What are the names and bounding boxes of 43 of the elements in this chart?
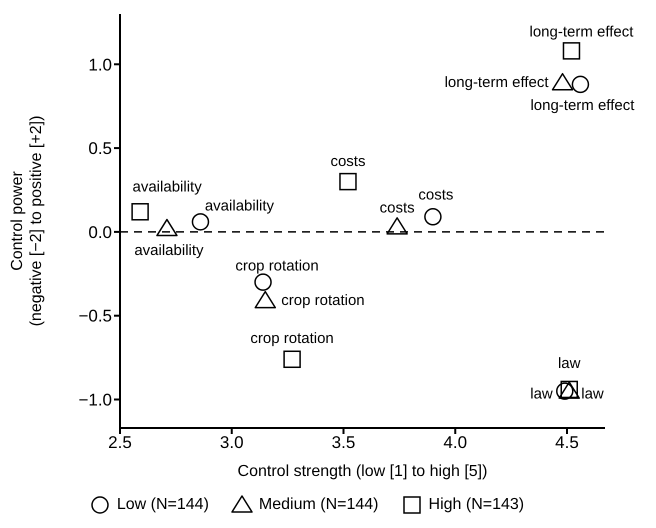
y-axis-title: Control power (negative [−2] to positive [+2]) [9, 116, 45, 326]
annotation: law [581, 386, 604, 403]
annotation: crop rotation [281, 292, 365, 310]
point [572, 76, 590, 94]
point [192, 213, 210, 231]
y-tick-label: 0.0 [88, 222, 112, 242]
annotation: long-term effect [530, 23, 634, 40]
legend-label: Low (N=144) [116, 496, 209, 514]
x-axis-title: Control strength (low [1] to high [5]) [238, 463, 488, 480]
annotation: costs [380, 199, 415, 216]
y-tick-label: 1.0 [88, 55, 112, 74]
legend-label: Medium (N=144) [258, 496, 379, 514]
annotation: long-term effect [530, 96, 636, 114]
point [552, 72, 574, 90]
annotation: costs [418, 186, 454, 204]
point [156, 218, 178, 236]
x-tick-label: 3.0 [220, 433, 244, 452]
point [556, 382, 574, 400]
point [131, 203, 149, 221]
x-tick-label: 4.0 [443, 433, 468, 452]
point [339, 172, 357, 190]
y-tick-label: 0.5 [88, 139, 112, 158]
annotation: crop rotation [235, 258, 319, 275]
point [283, 350, 301, 368]
annotation: costs [330, 153, 366, 170]
x-tick-label: 3.5 [332, 433, 356, 452]
y-tick-label: −0.5 [78, 306, 112, 326]
annotation: law [558, 354, 581, 372]
x-tick-label: 2.5 [108, 433, 132, 452]
x-tick-label: 4.5 [555, 433, 579, 452]
annotation: crop rotation [250, 330, 334, 347]
point [254, 290, 276, 308]
annotation: long-term effect [444, 74, 550, 92]
annotation: law [530, 386, 553, 403]
point [424, 208, 442, 226]
point [386, 217, 408, 235]
annotation: availability [132, 178, 202, 196]
y-tick-label: −1.0 [78, 390, 112, 410]
annotation: availability [134, 242, 204, 260]
annotation: availability [204, 197, 275, 214]
legend-label: High (N=143) [428, 496, 524, 514]
point [254, 273, 272, 291]
point [562, 42, 580, 60]
